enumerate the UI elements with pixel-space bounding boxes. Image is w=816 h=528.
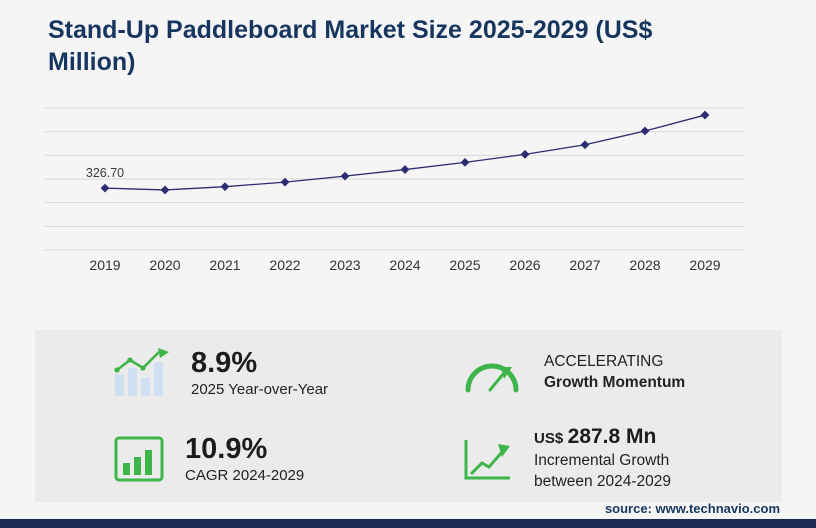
data-point-marker: [700, 110, 710, 120]
incremental-line1: Incremental Growth: [534, 452, 670, 470]
data-point-marker: [580, 140, 590, 150]
page-title: Stand-Up Paddleboard Market Size 2025-20…: [48, 16, 653, 76]
x-axis-label: 2021: [209, 257, 240, 273]
cagr-text: 10.9% CAGR 2024-2029: [185, 432, 305, 485]
incremental-currency: US$: [534, 430, 564, 448]
cagr-value: 10.9%: [185, 432, 268, 465]
cagr-label: CAGR 2024-2029: [185, 467, 305, 485]
data-point-marker: [220, 182, 230, 192]
growth-bars-icon: [114, 348, 169, 396]
x-axis-label: 2025: [449, 257, 480, 273]
incremental-value-row: US$ 287.8 Mn: [534, 425, 671, 449]
x-axis-label: 2022: [269, 257, 300, 273]
data-point-marker: [520, 149, 530, 159]
line-chart-canvas: 326.70 2019 2020 2021 2022 2023 2024 2025 2026 20…: [45, 107, 745, 273]
x-axis-label: 2026: [509, 257, 540, 273]
yoy-text: 8.9% 2025 Year-over-Year: [191, 346, 329, 399]
footer-bar: [0, 519, 816, 528]
data-point-marker: [400, 165, 410, 174]
stat-momentum: ACCELERATING Growth Momentum: [408, 330, 782, 416]
stat-incremental: US$ 287.8 Mn Incremental Growth between …: [408, 416, 782, 502]
framed-bar-chart-icon: [114, 436, 164, 482]
data-point-marker: [460, 157, 470, 167]
x-axis-label: 2024: [389, 257, 420, 273]
momentum-text: ACCELERATING Growth Momentum: [544, 352, 685, 394]
x-axis-label: 2028: [629, 257, 660, 273]
data-point-marker: [160, 185, 170, 195]
stat-cagr: 10.9% CAGR 2024-2029: [35, 416, 408, 502]
x-axis-label: 2019: [89, 257, 120, 273]
x-axis-label: 2029: [689, 257, 720, 273]
stat-yoy: 8.9% 2025 Year-over-Year: [35, 330, 408, 416]
source-credit: source: www.technavio.com: [604, 501, 780, 516]
point-value-label: 326.70: [86, 166, 124, 180]
incremental-text: US$ 287.8 Mn Incremental Growth between …: [534, 425, 671, 493]
yoy-label: 2025 Year-over-Year: [191, 381, 329, 399]
data-point-marker: [640, 126, 650, 136]
data-point-marker: [100, 183, 110, 193]
data-point-marker: [280, 177, 290, 187]
data-point-marker: [340, 171, 350, 181]
stats-panel: 8.9% 2025 Year-over-Year ACCELERATING Gr…: [35, 330, 782, 502]
x-axis-label: 2027: [569, 257, 600, 273]
yoy-value: 8.9%: [191, 346, 258, 379]
x-axis-label: 2023: [329, 257, 360, 273]
market-size-line-chart: 326.70 2019 2020 2021 2022 2023 2024 2025 2026 20…: [45, 98, 745, 280]
incremental-line2: between 2024-2029: [534, 473, 672, 490]
rising-arrow-chart-icon: [464, 440, 510, 480]
x-axis-label: 2020: [149, 257, 180, 273]
momentum-line1: ACCELERATING: [544, 353, 664, 371]
incremental-value: 287.8 Mn: [567, 425, 657, 449]
momentum-line2: Growth Momentum: [544, 374, 686, 391]
speedometer-icon: [465, 363, 519, 393]
